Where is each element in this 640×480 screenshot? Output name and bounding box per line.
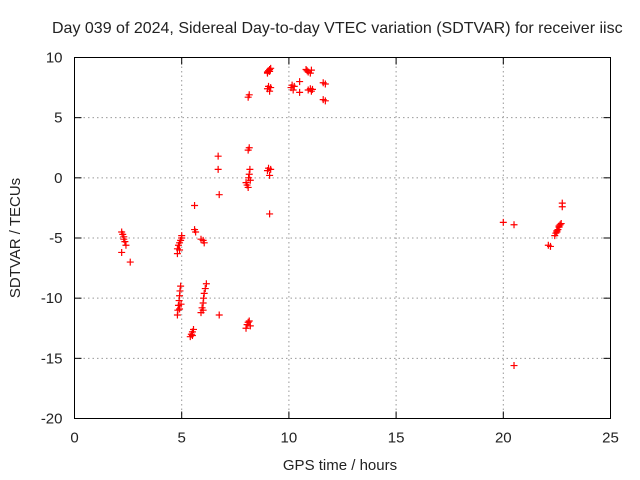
x-axis-label: GPS time / hours [283, 457, 397, 474]
data-point [321, 80, 329, 88]
data-point [199, 306, 207, 314]
data-point [307, 66, 315, 74]
data-point [176, 287, 184, 295]
data-point [174, 306, 182, 314]
data-point [246, 165, 254, 173]
data-point [321, 97, 329, 105]
y-tick-label: 0 [54, 170, 62, 187]
data-point [215, 191, 223, 199]
data-point [266, 171, 274, 179]
data-point [244, 318, 252, 326]
data-point [266, 210, 274, 218]
y-tick-label: 10 [46, 50, 63, 67]
y-tick-label: -5 [49, 230, 62, 247]
data-point [118, 248, 126, 256]
y-tick-label: -15 [41, 350, 63, 367]
x-tick-label: 10 [281, 430, 298, 447]
y-tick-label: -20 [41, 411, 63, 428]
data-point [266, 67, 274, 75]
data-points [118, 64, 566, 370]
x-tick-label: 5 [178, 430, 186, 447]
data-point [267, 165, 275, 173]
data-point [200, 289, 208, 297]
data-point [246, 176, 254, 184]
data-point [189, 325, 197, 333]
y-tick-label: -10 [41, 290, 63, 307]
data-point [510, 362, 518, 370]
x-tick-label: 25 [602, 430, 619, 447]
y-tick-label: 5 [54, 110, 62, 127]
data-point [177, 282, 185, 290]
data-point [245, 317, 253, 325]
data-point [246, 322, 254, 330]
data-point [245, 91, 253, 99]
data-point [555, 222, 563, 230]
data-point [553, 228, 561, 236]
data-point [178, 232, 186, 240]
data-point [244, 183, 252, 191]
data-point [306, 69, 314, 77]
data-point [289, 86, 297, 94]
data-point [176, 305, 184, 313]
data-point [173, 250, 181, 258]
grid-lines [74, 57, 611, 419]
data-point [510, 221, 518, 229]
data-point [214, 165, 222, 173]
data-point [308, 85, 316, 93]
data-point [202, 280, 210, 288]
x-tick-label: 0 [70, 430, 78, 447]
data-point [192, 228, 200, 236]
chart-title: Day 039 of 2024, Sidereal Day-to-day VTE… [52, 20, 623, 37]
data-point [200, 239, 208, 247]
data-point [176, 246, 184, 254]
x-tick-label: 20 [495, 430, 512, 447]
data-point [296, 78, 304, 86]
data-point [214, 152, 222, 160]
data-point [546, 242, 554, 250]
data-point [122, 241, 130, 249]
axis-ticks: 0 5 10 15 20 25 -20 -15 -10 -5 0 5 10 [41, 50, 619, 447]
data-point [556, 221, 564, 229]
data-point [191, 202, 199, 210]
data-point [558, 203, 566, 211]
data-point [266, 87, 274, 95]
data-point [242, 324, 250, 332]
data-point [296, 88, 304, 96]
data-point [267, 84, 275, 92]
x-tick-label: 15 [388, 430, 405, 447]
data-point [215, 311, 223, 319]
data-point [126, 258, 134, 266]
data-point [499, 218, 507, 226]
y-axis-label: SDTVAR / TECUs [7, 178, 24, 298]
data-point [201, 285, 209, 293]
data-point [121, 238, 129, 246]
data-point [188, 331, 196, 339]
data-point [290, 82, 298, 90]
data-point [200, 294, 208, 302]
data-point [245, 144, 253, 152]
data-point [267, 64, 275, 72]
data-point [245, 170, 253, 178]
data-point [177, 300, 185, 308]
